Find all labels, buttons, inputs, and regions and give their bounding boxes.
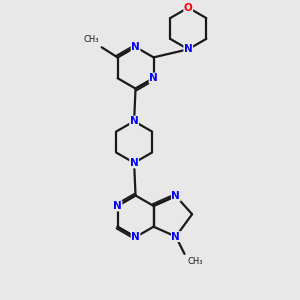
- Text: N: N: [172, 232, 180, 242]
- Text: N: N: [184, 44, 193, 54]
- Text: N: N: [130, 158, 139, 168]
- Text: O: O: [184, 3, 193, 13]
- Text: CH₃: CH₃: [188, 257, 203, 266]
- Text: N: N: [172, 191, 180, 201]
- Text: N: N: [131, 232, 140, 242]
- Text: N: N: [130, 116, 139, 126]
- Text: N: N: [149, 73, 158, 83]
- Text: CH₃: CH₃: [84, 35, 99, 44]
- Text: N: N: [113, 201, 122, 211]
- Text: N: N: [131, 42, 140, 52]
